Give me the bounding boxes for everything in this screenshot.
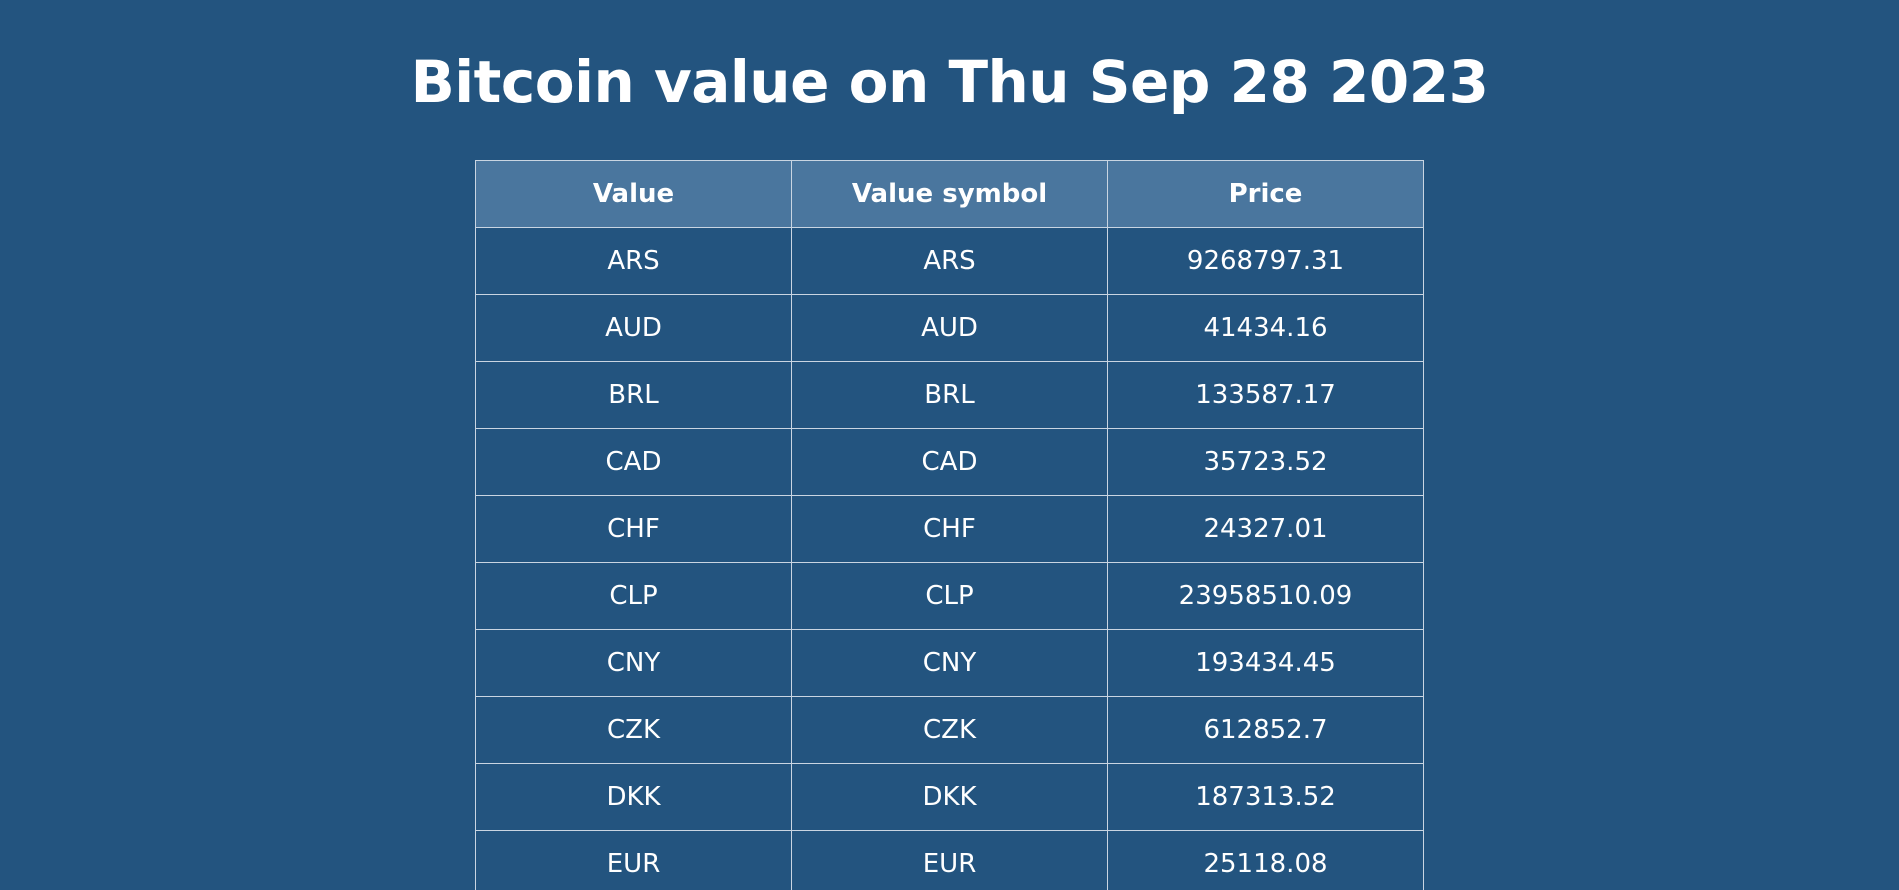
cell-symbol: AUD <box>791 294 1108 362</box>
table-row: CLP CLP 23958510.09 <box>475 562 1424 630</box>
cell-symbol: DKK <box>791 763 1108 831</box>
table-row: CZK CZK 612852.7 <box>475 696 1424 764</box>
cell-symbol: CHF <box>791 495 1108 563</box>
cell-symbol: ARS <box>791 227 1108 295</box>
cell-value: CAD <box>475 428 792 496</box>
cell-price: 187313.52 <box>1107 763 1424 831</box>
cell-value: DKK <box>475 763 792 831</box>
cell-symbol: BRL <box>791 361 1108 429</box>
cell-price: 24327.01 <box>1107 495 1424 563</box>
cell-symbol: CNY <box>791 629 1108 697</box>
price-table: Value Value symbol Price ARS ARS 9268797… <box>475 160 1424 890</box>
cell-value: AUD <box>475 294 792 362</box>
cell-price: 9268797.31 <box>1107 227 1424 295</box>
cell-value: BRL <box>475 361 792 429</box>
cell-value: EUR <box>475 830 792 890</box>
cell-price: 193434.45 <box>1107 629 1424 697</box>
cell-value: CLP <box>475 562 792 630</box>
cell-price: 23958510.09 <box>1107 562 1424 630</box>
column-header-value-symbol: Value symbol <box>791 160 1108 228</box>
cell-price: 41434.16 <box>1107 294 1424 362</box>
table-row: ARS ARS 9268797.31 <box>475 227 1424 295</box>
column-header-price: Price <box>1107 160 1424 228</box>
table-row: CHF CHF 24327.01 <box>475 495 1424 563</box>
column-header-value: Value <box>475 160 792 228</box>
cell-symbol: CLP <box>791 562 1108 630</box>
table-row: BRL BRL 133587.17 <box>475 361 1424 429</box>
table-header-row: Value Value symbol Price <box>475 160 1424 228</box>
cell-price: 133587.17 <box>1107 361 1424 429</box>
cell-symbol: CZK <box>791 696 1108 764</box>
price-table-container: Value Value symbol Price ARS ARS 9268797… <box>475 160 1424 890</box>
cell-symbol: CAD <box>791 428 1108 496</box>
cell-value: CNY <box>475 629 792 697</box>
cell-value: CZK <box>475 696 792 764</box>
cell-symbol: EUR <box>791 830 1108 890</box>
cell-value: CHF <box>475 495 792 563</box>
table-row: CAD CAD 35723.52 <box>475 428 1424 496</box>
cell-value: ARS <box>475 227 792 295</box>
table-row: CNY CNY 193434.45 <box>475 629 1424 697</box>
cell-price: 612852.7 <box>1107 696 1424 764</box>
table-row: AUD AUD 41434.16 <box>475 294 1424 362</box>
page-title: Bitcoin value on Thu Sep 28 2023 <box>410 48 1489 116</box>
table-row: DKK DKK 187313.52 <box>475 763 1424 831</box>
cell-price: 25118.08 <box>1107 830 1424 890</box>
cell-price: 35723.52 <box>1107 428 1424 496</box>
table-row: EUR EUR 25118.08 <box>475 830 1424 890</box>
